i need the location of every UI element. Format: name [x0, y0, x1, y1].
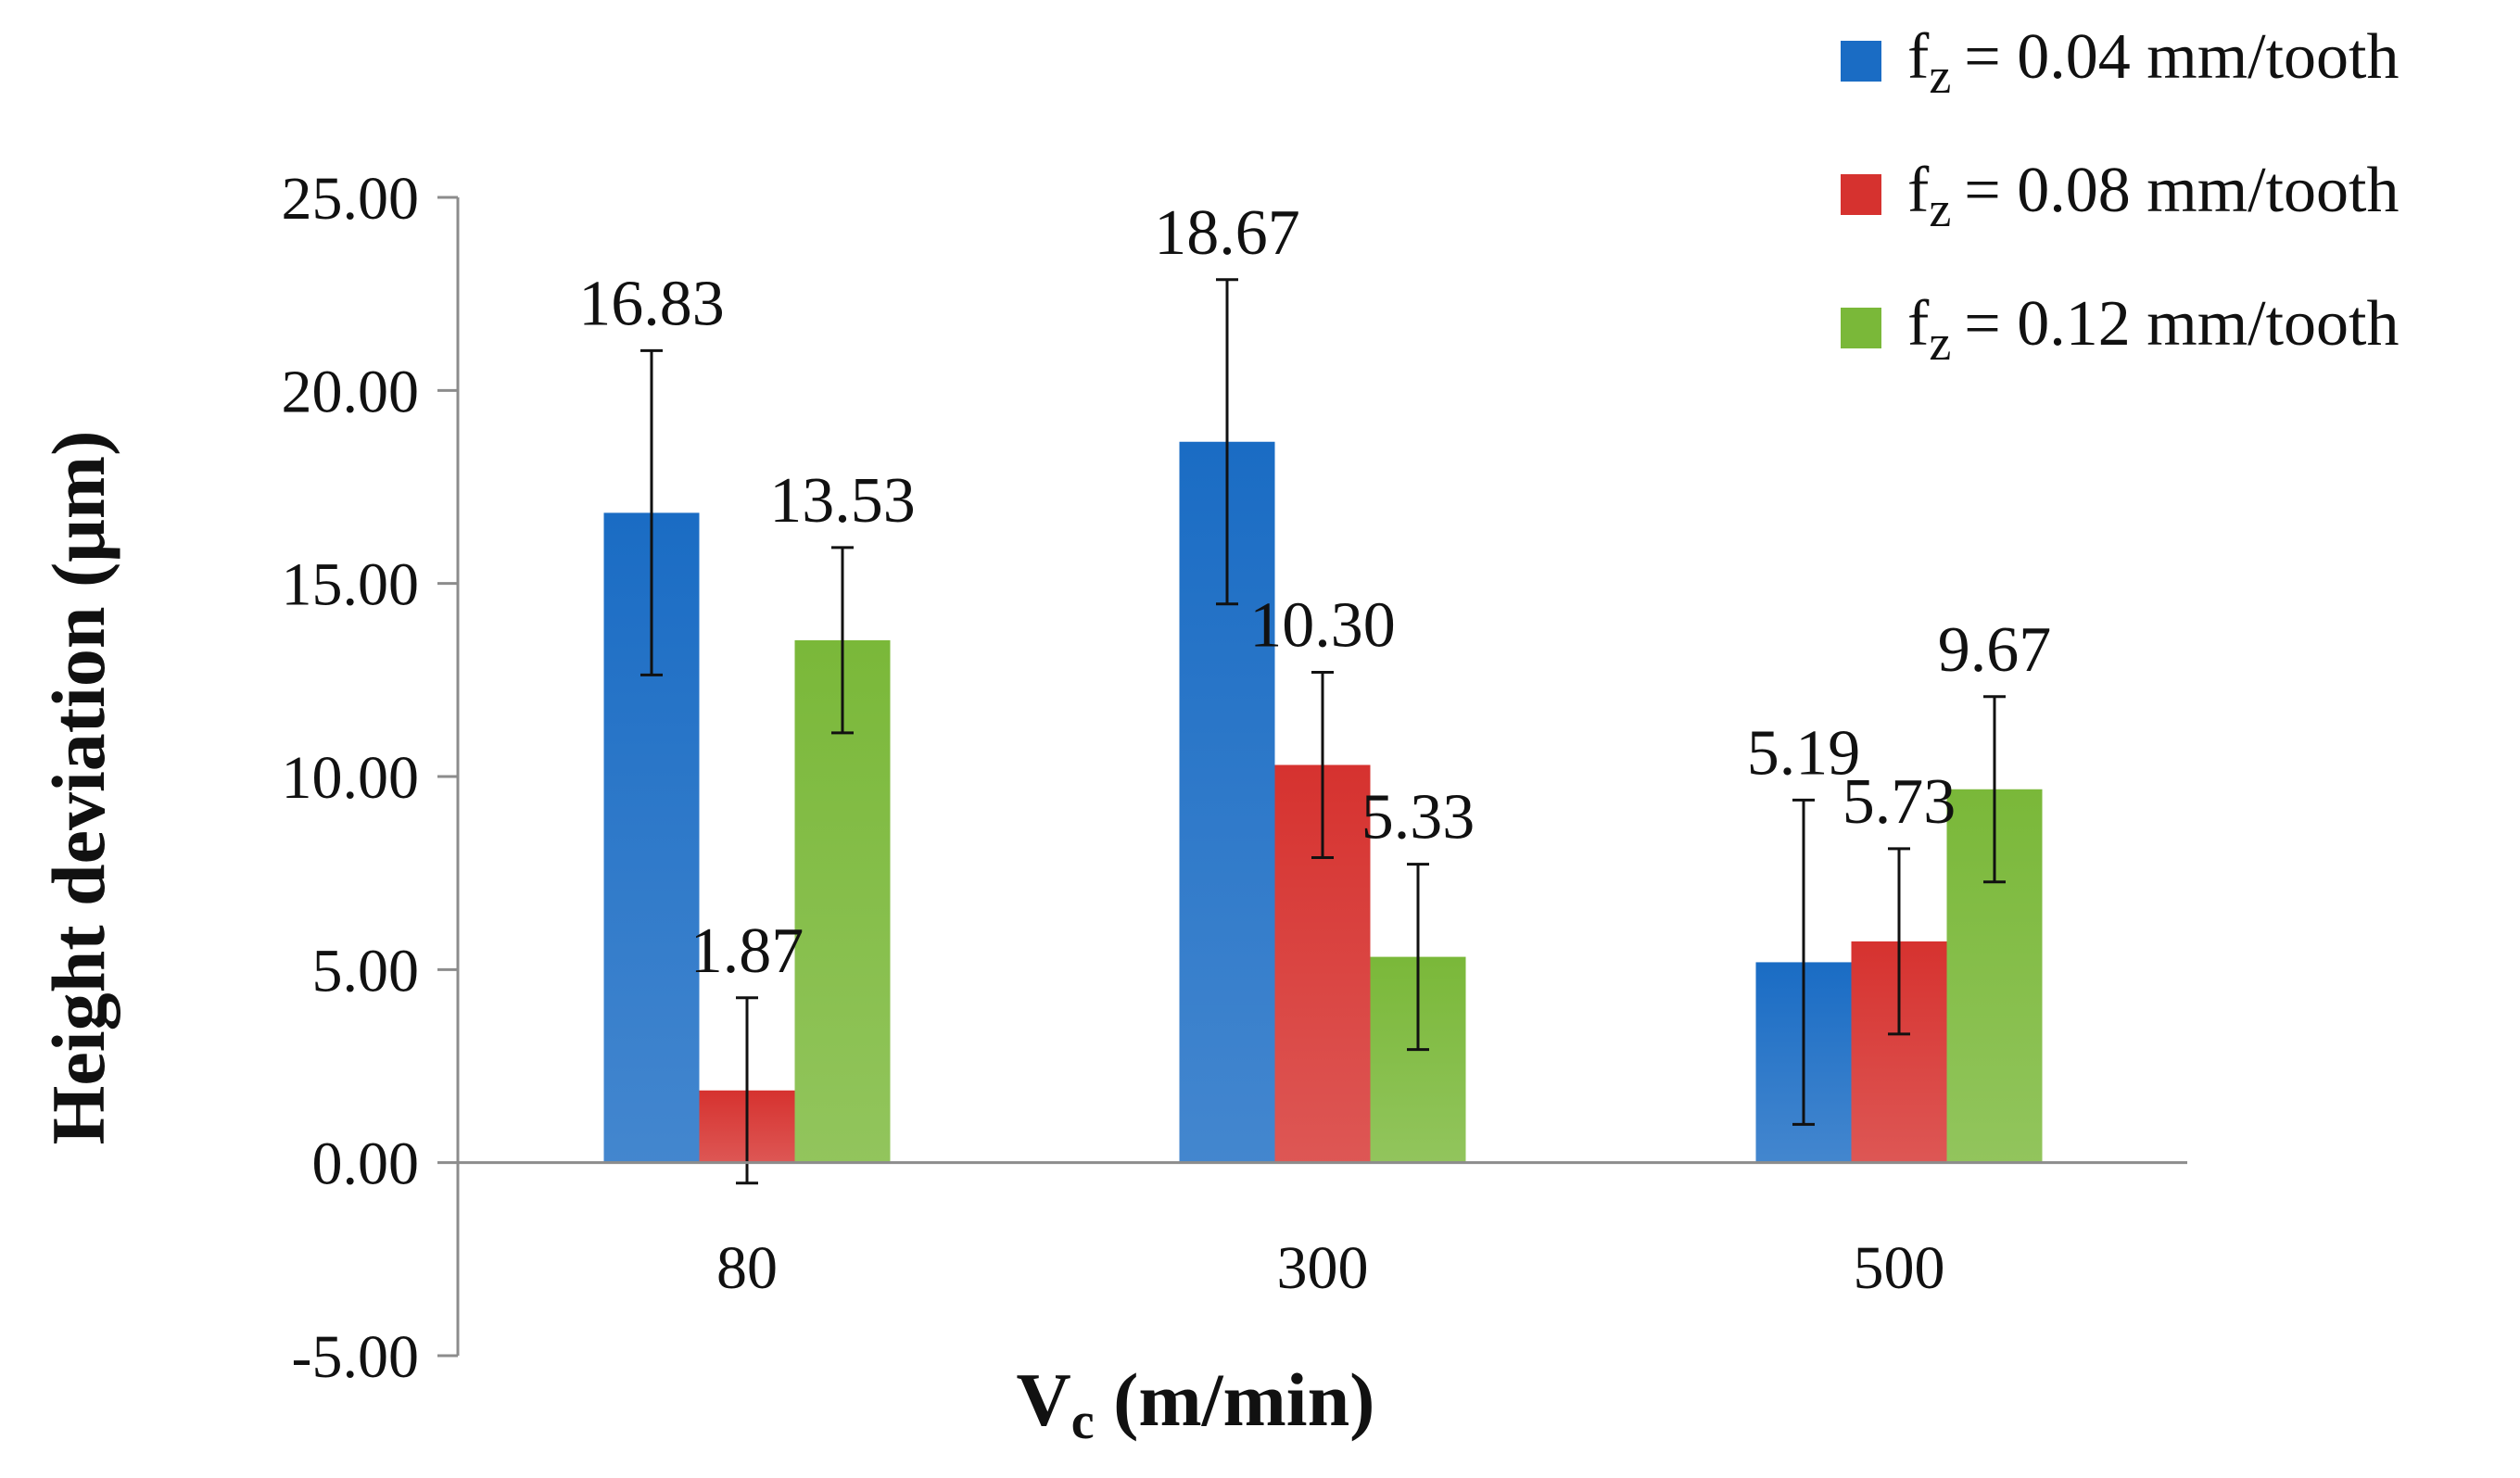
- y-tick-label: 0.00: [312, 1131, 420, 1198]
- x-tick-label: 80: [716, 1234, 778, 1302]
- y-tick-label: 5.00: [312, 937, 420, 1004]
- bars: [603, 441, 2043, 1163]
- legend-item: fz = 0.04 mm/tooth: [1841, 21, 2400, 104]
- data-labels: 16.83 18.67 5.19 1.87 10.30 5.73 13.53 5.33 9.67: [578, 197, 2051, 987]
- x-tick-label: 500: [1854, 1234, 1945, 1302]
- legend-swatch: [1841, 41, 1881, 82]
- y-tick-label: 15.00: [282, 551, 420, 619]
- error-bar: [1407, 863, 1429, 1052]
- legend-swatch: [1841, 308, 1881, 348]
- legend-item: fz = 0.12 mm/tooth: [1841, 288, 2400, 371]
- legend-label: fz = 0.08 mm/tooth: [1907, 155, 2400, 237]
- legend-item: fz = 0.08 mm/tooth: [1841, 155, 2400, 237]
- y-tick-label: 25.00: [282, 165, 420, 233]
- error-bar: [1888, 847, 1910, 1036]
- data-label: 18.67: [1154, 197, 1300, 269]
- data-label: 13.53: [769, 465, 916, 537]
- y-tick-label: 20.00: [282, 358, 420, 425]
- y-tick-label: 10.00: [282, 744, 420, 812]
- data-label: 5.33: [1361, 782, 1475, 853]
- data-label: 5.19: [1747, 717, 1861, 789]
- error-bar: [1792, 798, 1815, 1126]
- x-axis-title: Vc (m/min): [1017, 1358, 1375, 1450]
- error-bar: [1311, 671, 1334, 859]
- data-label: 9.67: [1938, 614, 2052, 686]
- x-axis: 80 300 500: [458, 1161, 2187, 1302]
- error-bar: [640, 348, 663, 676]
- legend: fz = 0.04 mm/tooth fz = 0.08 mm/tooth fz = 0.…: [1841, 21, 2400, 371]
- y-axis-title: Height deviation (μm): [36, 431, 120, 1145]
- y-tick-label: -5.00: [292, 1323, 419, 1391]
- data-label: 1.87: [690, 916, 804, 987]
- error-bar: [831, 546, 854, 735]
- error-bars: [640, 278, 2006, 1185]
- data-label: 16.83: [578, 268, 725, 339]
- error-bar: [1983, 695, 2006, 884]
- legend-swatch: [1841, 174, 1881, 215]
- y-axis: 25.00 20.00 15.00 10.00 5.00 0.00 -5.00: [282, 165, 460, 1391]
- legend-label: fz = 0.04 mm/tooth: [1907, 21, 2400, 104]
- data-label: 10.30: [1249, 590, 1396, 662]
- error-bar: [1216, 278, 1238, 606]
- legend-label: fz = 0.12 mm/tooth: [1907, 288, 2400, 371]
- error-bar: [736, 996, 758, 1185]
- x-tick-label: 300: [1277, 1234, 1369, 1302]
- data-label: 5.73: [1843, 766, 1956, 838]
